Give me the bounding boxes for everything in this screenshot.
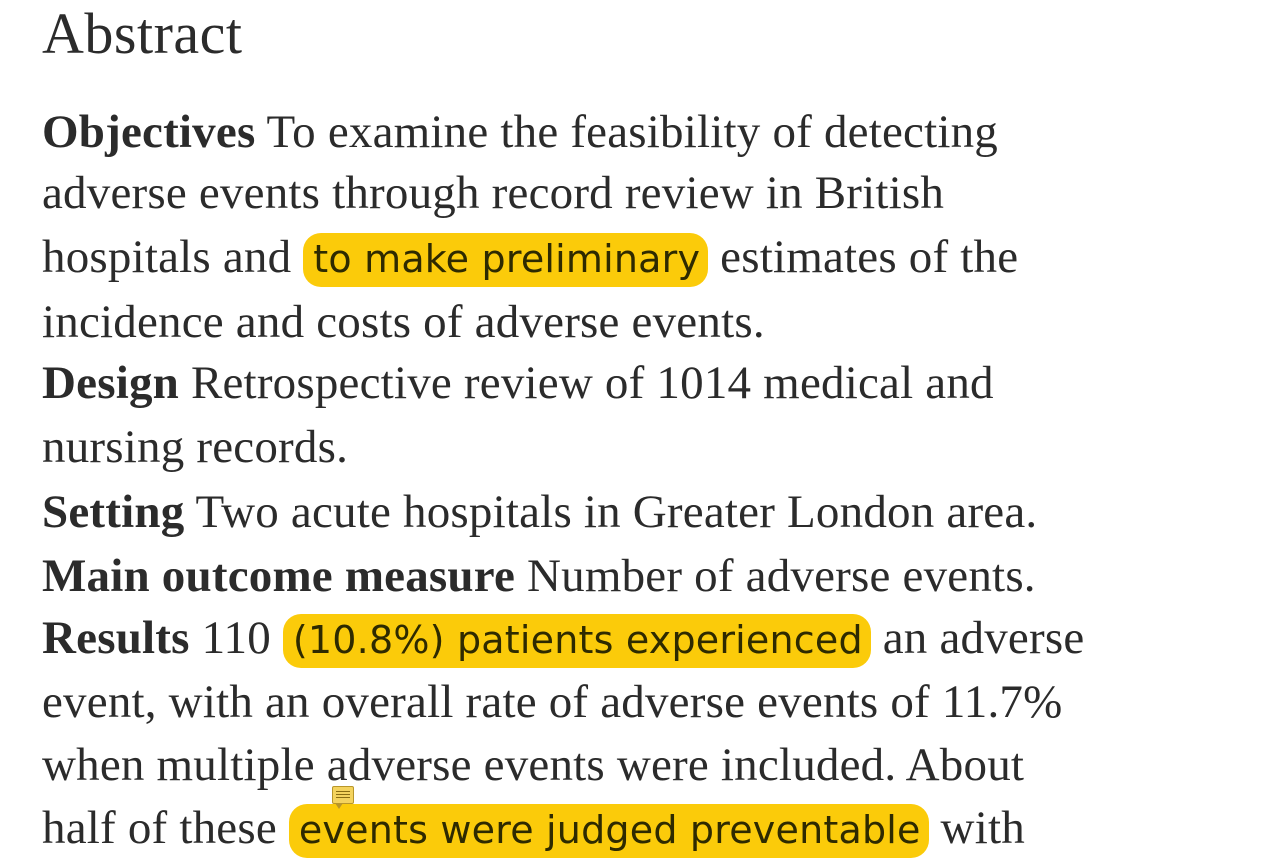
- results-line-2: event, with an overall rate of adverse e…: [42, 676, 1063, 728]
- highlight-judged-preventable[interactable]: events were judged preventable: [288, 804, 929, 858]
- highlight-preliminary[interactable]: to make preliminary: [303, 233, 709, 287]
- sticky-note-icon[interactable]: [332, 786, 354, 809]
- main-outcome-label: Main outcome measure: [42, 550, 516, 602]
- setting-line: Setting Two acute hospitals in Greater L…: [42, 480, 1037, 544]
- objectives-text: To examine the feasibility of detecting: [255, 106, 998, 158]
- objectives-line-4: incidence and costs of adverse events.: [42, 296, 765, 348]
- abstract-heading: Abstract: [42, 1, 243, 66]
- objectives-line-3: hospitals and to make preliminary estima…: [42, 225, 1018, 289]
- design-label: Design: [42, 357, 179, 409]
- results-label: Results: [42, 612, 190, 664]
- design-line-2: nursing records.: [42, 421, 349, 473]
- objectives-line-1: Objectives To examine the feasibility of…: [42, 100, 998, 164]
- main-outcome-line: Main outcome measure Number of adverse e…: [42, 544, 1036, 608]
- highlight-patients-experienced[interactable]: (10.8%) patients experienced: [282, 614, 871, 668]
- objectives-line-2: adverse events through record review in …: [42, 167, 945, 219]
- design-text: Retrospective review of 1014 medical and: [179, 357, 994, 409]
- results-line-3: when multiple adverse events were includ…: [42, 739, 1025, 791]
- results-line-4: half of these events were judged prevent…: [42, 796, 1025, 860]
- results-line-1: Results 110 (10.8%) patients experienced…: [42, 606, 1084, 670]
- design-line-1: Design Retrospective review of 1014 medi…: [42, 351, 994, 415]
- setting-label: Setting: [42, 486, 185, 538]
- main-outcome-text: Number of adverse events.: [515, 550, 1036, 602]
- objectives-label: Objectives: [42, 106, 256, 158]
- setting-text: Two acute hospitals in Greater London ar…: [184, 486, 1038, 538]
